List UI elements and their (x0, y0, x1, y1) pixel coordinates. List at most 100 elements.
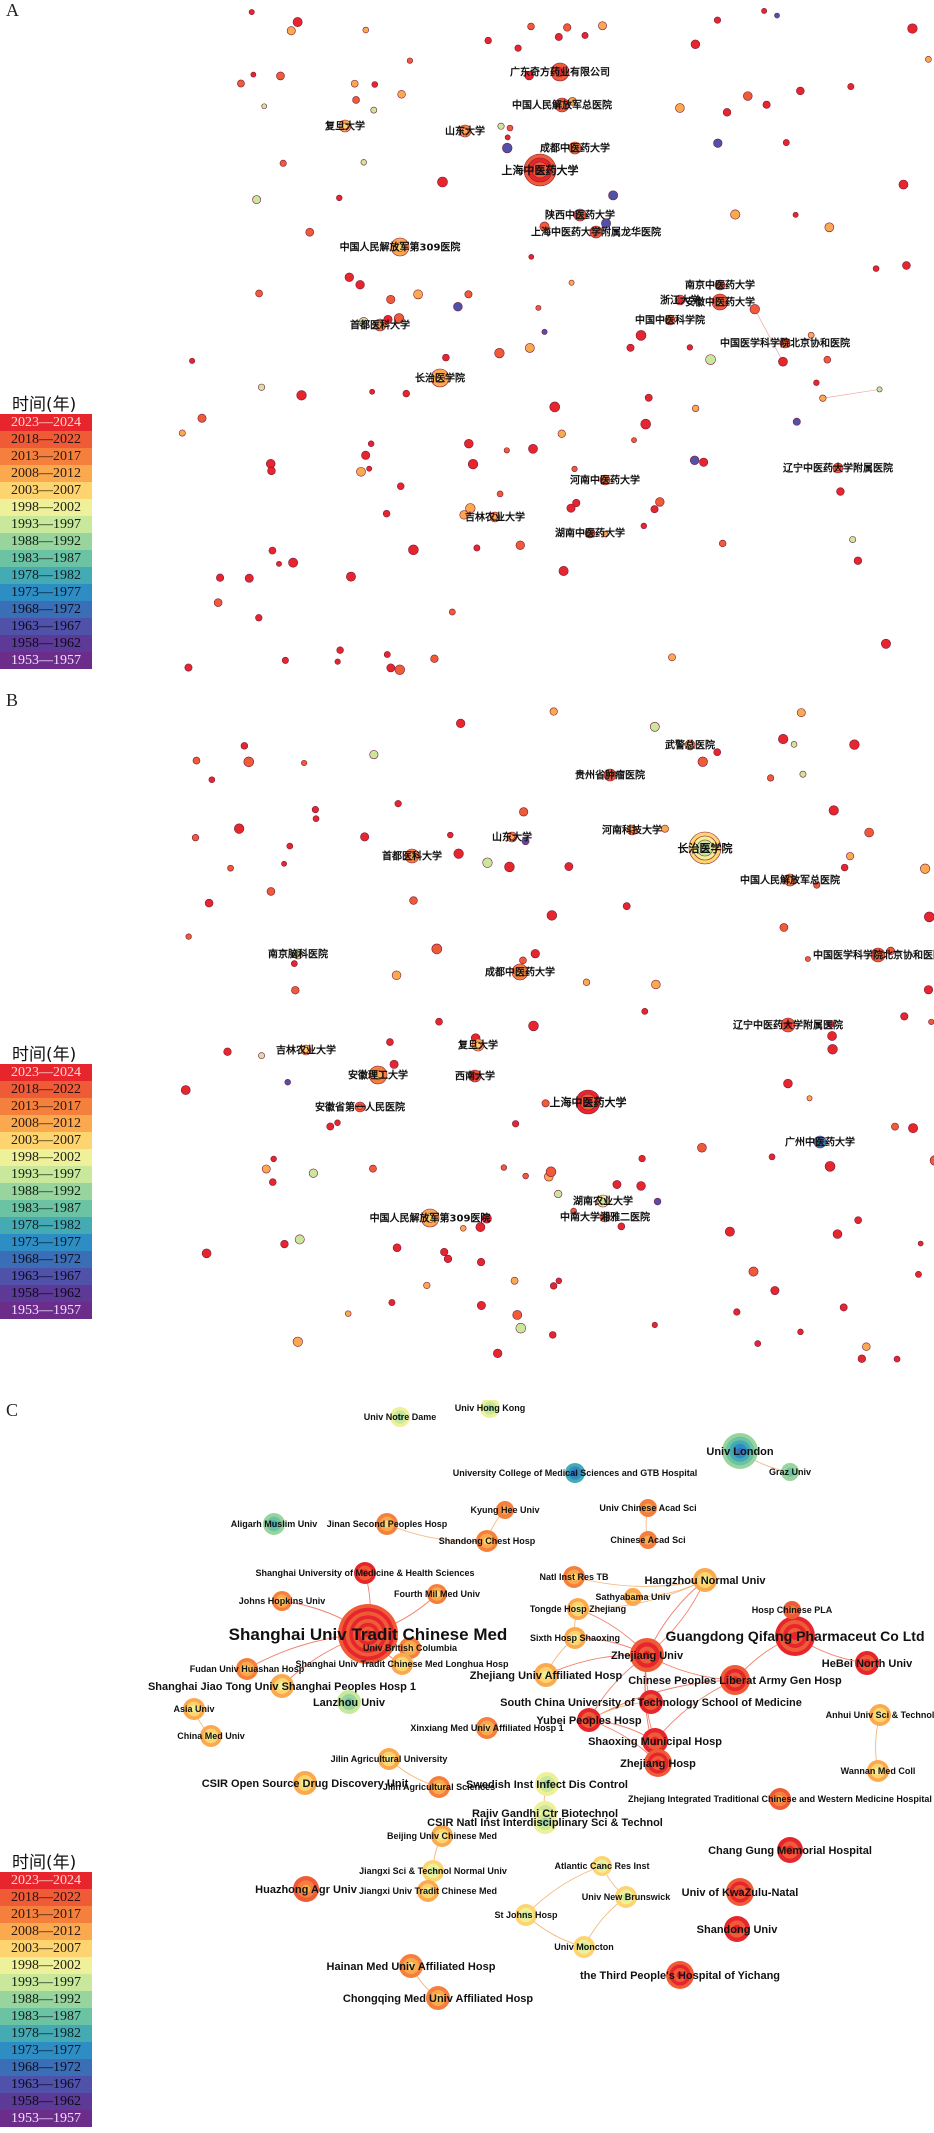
network-node (428, 1776, 450, 1798)
node-label: Zhejiang Hosp (620, 1758, 696, 1770)
network-node (269, 1178, 277, 1186)
network-node (519, 807, 529, 817)
network-node (790, 741, 798, 748)
network-node (311, 806, 319, 814)
node-label: 复旦大学 (457, 1039, 498, 1052)
network-node (824, 1161, 836, 1172)
network-node (601, 218, 611, 229)
network-node (370, 106, 378, 114)
network-node (263, 1513, 285, 1535)
legend-item: 2003—2007 (0, 1132, 92, 1149)
network-node (608, 190, 619, 201)
network-node (383, 651, 391, 658)
network-node (453, 848, 464, 859)
legend-item: 1993—1997 (0, 516, 92, 533)
network-node (768, 1153, 776, 1161)
network-node (555, 1277, 563, 1285)
node-label: 浙江大学 (660, 294, 700, 307)
network-node (651, 1321, 658, 1328)
network-node (394, 800, 402, 808)
network-node (612, 1180, 622, 1189)
network-node (534, 1663, 558, 1687)
network-node (718, 539, 727, 548)
network-node (573, 1936, 595, 1958)
network-node (697, 756, 708, 767)
network-node (465, 503, 476, 514)
legend-item: 1968—1972 (0, 1251, 92, 1268)
network-node (448, 608, 456, 616)
network-node (464, 438, 474, 449)
node-label: 上海中医药大学 (502, 163, 579, 177)
network-node (869, 1704, 891, 1726)
network-node (639, 1499, 657, 1517)
network-node (255, 289, 263, 298)
network-node (267, 466, 276, 476)
network-node (476, 1530, 498, 1552)
network-node (584, 527, 596, 539)
network-node (281, 860, 287, 867)
network-node (399, 1954, 423, 1978)
network-node (391, 970, 402, 981)
network-node (250, 71, 257, 78)
network-node (770, 1286, 780, 1296)
network-node (644, 1749, 672, 1777)
node-label: Guangdong Qifang Pharmaceut Co Ltd (666, 1628, 925, 1644)
node-label: Wannan Med Coll (841, 1766, 916, 1776)
network-node (688, 831, 722, 865)
network-node (748, 1266, 759, 1277)
network-node (549, 401, 561, 413)
network-node (344, 272, 354, 282)
network-node (929, 1155, 934, 1166)
network-node (471, 1038, 485, 1052)
node-label: Aligarh Muslim Univ (231, 1519, 318, 1529)
network-node (502, 142, 513, 154)
node-label: 西南大学 (455, 1070, 495, 1083)
network-node (464, 290, 473, 299)
network-node (767, 774, 775, 782)
node-label: 首都医科大学 (350, 319, 410, 332)
nodes (178, 7, 932, 675)
network-edge (525, 1865, 603, 1916)
network-edge (754, 309, 784, 362)
network-node (360, 159, 367, 166)
network-node (354, 1101, 366, 1113)
legend-title: 时间(年) (12, 395, 77, 415)
network-node (582, 978, 591, 986)
network-node (769, 1788, 791, 1810)
network-node (881, 638, 891, 649)
node-label: Fudan Univ Huashan Hosp (190, 1664, 305, 1674)
network-node (783, 1078, 793, 1089)
network-node (506, 831, 518, 843)
network-node (301, 759, 308, 767)
network-node (535, 304, 542, 311)
network-node (519, 956, 527, 965)
node-label: Univ of KwaZulu-Natal (682, 1887, 799, 1899)
network-node (799, 770, 807, 778)
network-node (545, 1166, 557, 1178)
network-node (296, 390, 307, 401)
network-node (390, 1407, 410, 1427)
legend-item: 1973—1977 (0, 1234, 92, 1251)
network-node (270, 1674, 294, 1698)
network-node (853, 556, 863, 565)
network-node (191, 834, 200, 842)
node-label: 湖南农业大学 (573, 1195, 633, 1208)
network-node (546, 910, 558, 921)
network-node (523, 153, 557, 187)
network-node (722, 108, 732, 117)
network-node (371, 81, 379, 88)
network-node (554, 1189, 563, 1199)
legend-item: 1963—1967 (0, 2076, 92, 2093)
network-node (503, 447, 510, 454)
node-label: Anhui Univ Sci & Technol (826, 1710, 934, 1720)
network-node (390, 237, 410, 257)
network-node (589, 225, 603, 239)
node-label: 广州中医药大学 (785, 1136, 855, 1149)
network-node (373, 318, 387, 332)
network-node (435, 1017, 443, 1026)
network-node (626, 343, 635, 352)
network-node (336, 194, 343, 202)
network-node (598, 21, 607, 31)
node-label: 湖南中医药大学 (555, 527, 625, 540)
network-node (664, 314, 676, 326)
